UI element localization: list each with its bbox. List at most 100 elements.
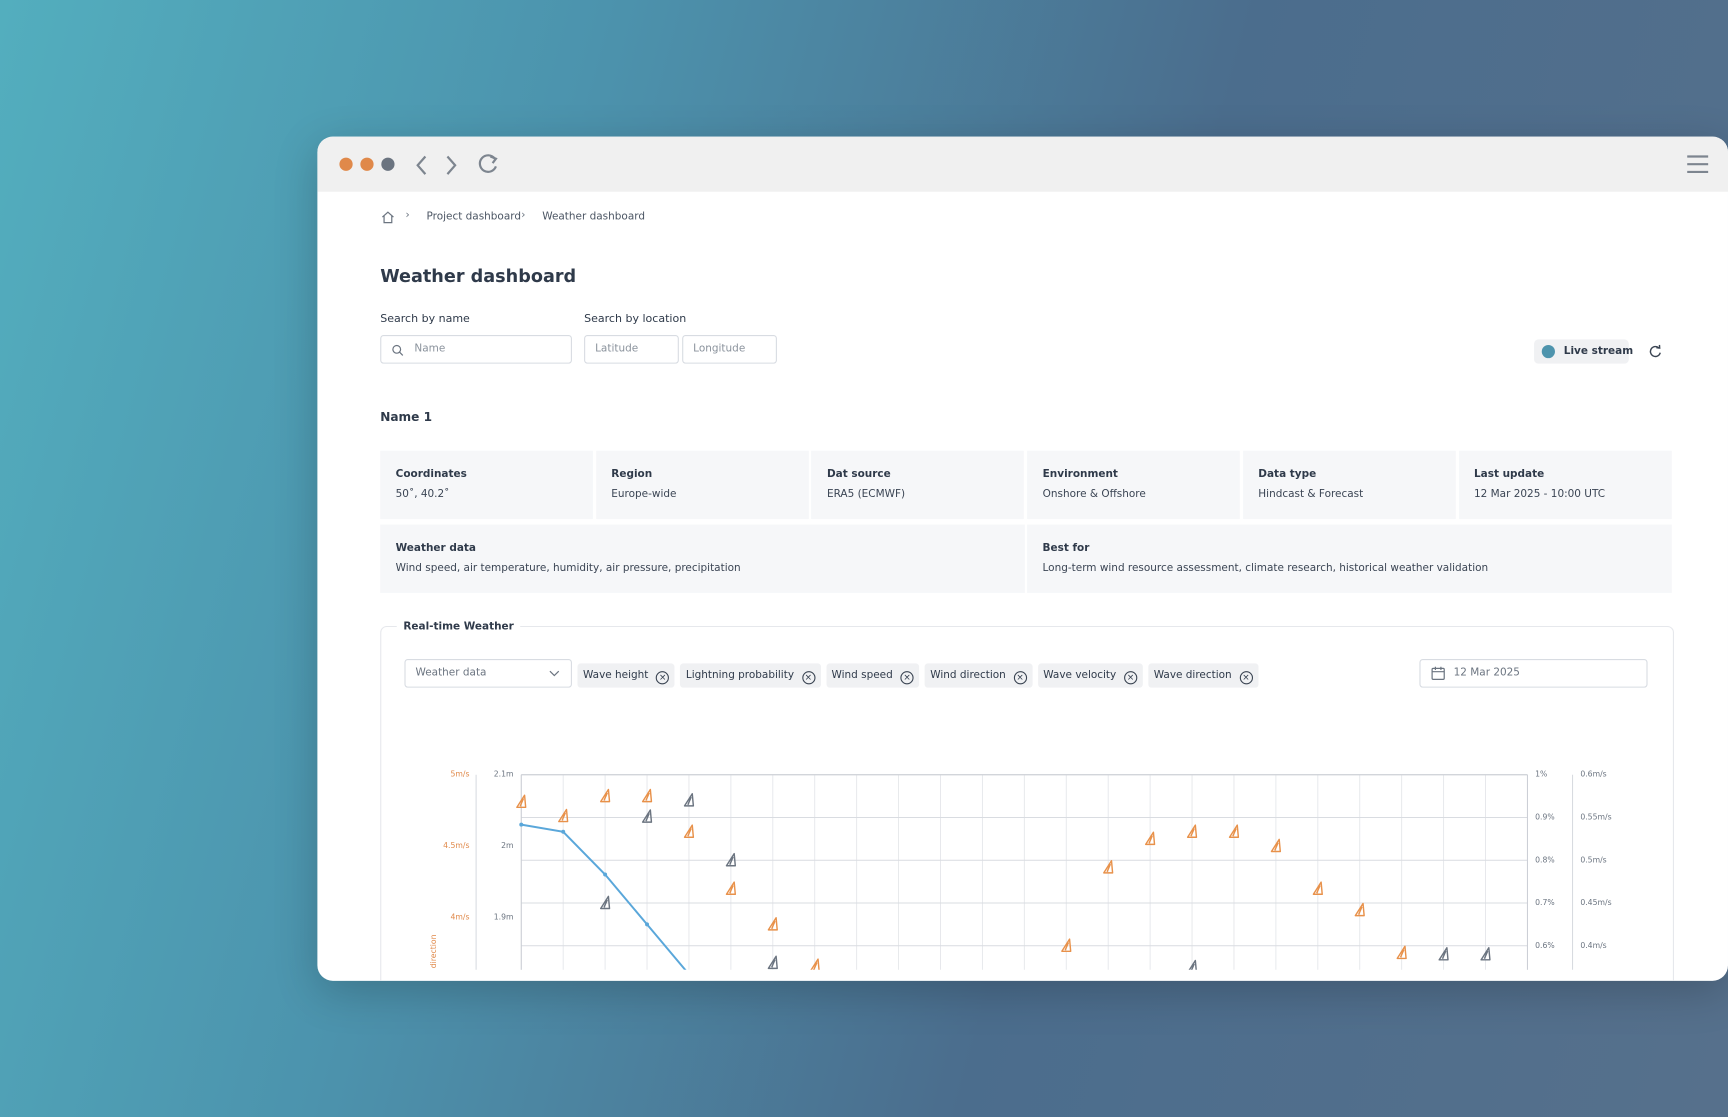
- y-tick-label: 0.6m/s: [1580, 770, 1606, 779]
- direction-marker: [1144, 831, 1156, 846]
- weather-select[interactable]: Weather data: [404, 659, 572, 688]
- remove-filter[interactable]: ×: [1239, 671, 1253, 685]
- filter-label: Wave velocity: [1043, 668, 1117, 682]
- remove-filter[interactable]: ×: [1013, 671, 1027, 685]
- info-label: Dat source: [826, 468, 891, 481]
- info-value: Long-term wind resource assessment, clim…: [1042, 562, 1489, 575]
- info-label: Coordinates: [395, 468, 467, 481]
- info-value: ERA5 (ECMWF): [826, 488, 906, 501]
- remove-filter[interactable]: ×: [801, 671, 815, 685]
- filter-label: Wave height: [582, 668, 649, 682]
- filter-chip: Wave direction ×: [1148, 663, 1259, 688]
- line-point: [645, 922, 650, 927]
- live-dot: [1541, 344, 1555, 359]
- separator: ›: [521, 209, 526, 222]
- field-label: Search by location: [584, 312, 687, 326]
- window-dot[interactable]: [381, 157, 395, 171]
- date-input[interactable]: 12 Mar 2025: [1419, 659, 1648, 688]
- info-card: Weather data Wind speed, air temperature,…: [380, 524, 1025, 593]
- direction-marker: [767, 917, 778, 931]
- section-title: Name 1: [380, 409, 433, 425]
- nav-icons: [416, 154, 498, 175]
- direction-marker: [1228, 824, 1240, 838]
- calendar-icon: [1431, 666, 1445, 681]
- remove-filter[interactable]: ×: [900, 671, 914, 685]
- direction-marker: [1396, 945, 1407, 960]
- info-value: Hindcast & Forecast: [1258, 488, 1364, 501]
- chart: 1% 0.9% 0.8% 0.7% 0.6% 2.1m 2m 1.9m 5m/s 4.5m/s 4m…: [429, 770, 1612, 970]
- y-tick-label: 1%: [1535, 770, 1547, 779]
- info-label: Environment: [1042, 468, 1118, 481]
- info-card: Last update 12 Mar 2025 - 10:00 UTC: [1458, 450, 1672, 520]
- name-input[interactable]: Name: [380, 335, 572, 364]
- line-point: [561, 829, 566, 834]
- y-tick-label: 4.5m/s: [443, 841, 469, 850]
- filter-chips: Wave height × Lightning probability × Wind s…: [577, 661, 1263, 688]
- select-chevron: [549, 670, 560, 677]
- filter-label: Wave direction: [1153, 668, 1232, 682]
- direction-marker: [767, 955, 778, 970]
- filter-chip: Wave height ×: [577, 663, 675, 688]
- back-button[interactable]: [416, 155, 427, 175]
- filter-chip: Wave velocity ×: [1037, 663, 1143, 688]
- panel-title: Real-time Weather: [396, 620, 521, 633]
- y-tick-label: 0.6%: [1535, 941, 1555, 950]
- home-icon[interactable]: [381, 210, 394, 224]
- filter-label: Wind speed: [831, 668, 893, 682]
- info-card: Dat source ERA5 (ECMWF): [811, 450, 1025, 520]
- reload-button[interactable]: [478, 154, 497, 173]
- direction-marker: [641, 788, 653, 803]
- direction-marker: [516, 794, 527, 809]
- chart-panel: [380, 625, 1674, 981]
- direction-marker: [810, 958, 820, 970]
- y-tick-label: 0.9%: [1535, 812, 1555, 821]
- direction-marker: [725, 852, 737, 867]
- direction-marker: [599, 788, 611, 803]
- direction-marker: [1061, 938, 1072, 952]
- separator: ›: [405, 209, 410, 222]
- live-stream-toggle[interactable]: Live stream: [1534, 339, 1633, 364]
- direction-marker: [1270, 838, 1282, 853]
- y-tick-label: 4m/s: [450, 912, 469, 921]
- direction-marker: [683, 793, 695, 807]
- refresh-button[interactable]: [1648, 344, 1663, 359]
- filter-label: Wind direction: [930, 668, 1006, 682]
- menu-button[interactable]: [1686, 153, 1710, 175]
- y-tick-label: 5m/s: [450, 770, 469, 779]
- window-dot[interactable]: [360, 157, 374, 171]
- axis-title: Wind direction: [429, 934, 438, 969]
- info-value: Onshore & Offshore: [1042, 488, 1146, 501]
- page-title: Weather dashboard: [380, 265, 577, 287]
- breadcrumb-link[interactable]: Project dashboard: [426, 210, 522, 223]
- forward-button[interactable]: [446, 155, 457, 175]
- info-value: Wind speed, air temperature, humidity, a…: [395, 562, 741, 575]
- field-label: Search by name: [380, 312, 470, 326]
- direction-marker: [683, 824, 695, 838]
- y-tick-label: 0.5m/s: [1580, 855, 1606, 864]
- y-tick-label: 0.45m/s: [1580, 898, 1611, 907]
- direction-marker: [1312, 881, 1323, 895]
- info-label: Data type: [1258, 468, 1317, 481]
- remove-filter[interactable]: ×: [1123, 671, 1138, 685]
- browser-window: › Project dashboard › Weather dashboard …: [317, 136, 1728, 981]
- info-value: 50˚, 40.2˚: [395, 488, 450, 501]
- title-bar: [317, 136, 1728, 192]
- direction-marker: [725, 881, 737, 895]
- longitude-input[interactable]: Longitude: [682, 335, 777, 364]
- filter-chip: Wind direction ×: [924, 663, 1033, 688]
- breadcrumb-current: Weather dashboard: [542, 210, 646, 223]
- info-card: Environment Onshore & Offshore: [1027, 450, 1240, 520]
- y-tick-label: 0.8%: [1535, 855, 1555, 864]
- window-dot[interactable]: [339, 157, 353, 171]
- latitude-input[interactable]: Latitude: [584, 335, 679, 364]
- direction-marker: [1188, 959, 1197, 970]
- filter-chip: Wind speed ×: [825, 663, 920, 688]
- filter-chip: Lightning probability ×: [680, 663, 821, 688]
- direction-marker: [1186, 824, 1198, 838]
- filter-label: Lightning probability: [685, 668, 795, 682]
- line-point: [519, 822, 524, 827]
- info-card: Coordinates 50˚, 40.2˚: [380, 450, 593, 520]
- remove-filter[interactable]: ×: [656, 671, 670, 685]
